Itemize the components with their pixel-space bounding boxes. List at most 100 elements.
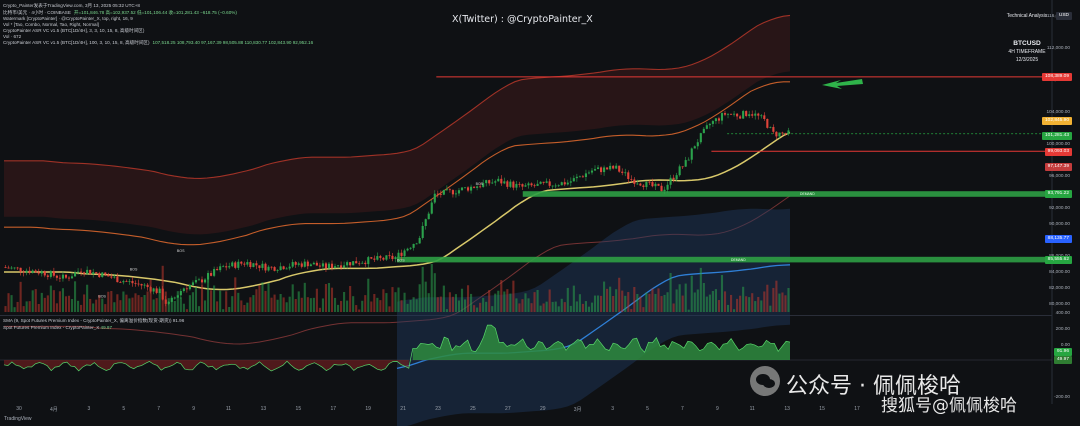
volume-bar xyxy=(89,298,92,312)
time-tick-label: 30 xyxy=(16,406,22,412)
candle-body xyxy=(560,182,563,186)
volume-bar xyxy=(524,293,527,312)
candle-body xyxy=(699,133,702,143)
wechat-icon xyxy=(750,366,780,396)
candle-body xyxy=(333,266,337,269)
volume-bar xyxy=(787,287,790,312)
time-tick-label: 27 xyxy=(505,406,511,412)
volume-bar xyxy=(321,298,324,312)
volume-bar xyxy=(711,290,714,312)
candle-body xyxy=(587,172,591,174)
candle-body xyxy=(143,284,146,286)
header-indicator-vol2[interactable]: Vol · 672 xyxy=(3,34,22,39)
volume-bar xyxy=(645,292,648,312)
volume-bar xyxy=(463,299,467,312)
volume-bar xyxy=(488,290,491,312)
candle-body xyxy=(596,167,600,170)
bos-marker: BOS xyxy=(98,295,106,299)
volume-bar xyxy=(228,306,231,312)
volume-bar xyxy=(70,299,74,312)
volume-bar xyxy=(470,293,473,312)
subpanel-subtitle-row[interactable]: Spot Futures Premium Index - CryptoPaint… xyxy=(3,325,112,330)
price-tag: 97,147.39 xyxy=(1044,162,1072,171)
candle-body xyxy=(128,280,131,282)
candle-body xyxy=(439,194,442,195)
candle-body xyxy=(249,262,252,268)
upper-envelope-line xyxy=(4,14,791,179)
candle-body xyxy=(264,263,267,271)
candle-body xyxy=(55,275,58,278)
header-indicator-vol[interactable]: Vol * [Tao, Combo, Normal, Tao, Right, N… xyxy=(3,22,99,27)
volume-bar xyxy=(560,298,563,312)
subpanel-subtitle-value: 49.97 xyxy=(100,325,113,330)
volume-bar xyxy=(173,301,176,312)
candle-body xyxy=(31,270,34,273)
volume-bar xyxy=(146,291,149,312)
volume-bar xyxy=(657,288,660,312)
candle-body xyxy=(340,265,343,268)
time-tick-label: 23 xyxy=(435,406,441,412)
candle-body xyxy=(116,276,119,283)
volume-bar xyxy=(113,302,116,312)
header-indicator-watermark[interactable]: Watermark [CryptoPainter] · @CryptoPaint… xyxy=(3,16,133,21)
candle-body xyxy=(206,273,210,280)
candle-body xyxy=(542,181,545,183)
volume-bar xyxy=(200,284,204,312)
volume-bar xyxy=(485,301,488,312)
volume-bar xyxy=(621,290,624,312)
candle-body xyxy=(270,266,273,268)
candle-body xyxy=(548,181,551,186)
candle-body xyxy=(92,272,95,275)
candle-body xyxy=(40,271,43,274)
candle-body xyxy=(95,272,98,274)
candle-body xyxy=(648,181,651,183)
volume-bar xyxy=(648,293,651,312)
candle-body xyxy=(367,257,370,265)
volume-bar xyxy=(533,292,536,312)
volume-bar xyxy=(584,301,588,312)
ta-heading: Technical Analysis xyxy=(1006,13,1048,19)
candle-body xyxy=(364,262,367,265)
volume-bar xyxy=(669,273,672,312)
time-tick-label: 17 xyxy=(330,406,337,412)
candle-body xyxy=(436,193,439,195)
demand-zone xyxy=(522,191,1052,197)
volume-bar xyxy=(457,300,461,312)
volume-bar xyxy=(603,281,606,312)
candle-body xyxy=(609,165,612,170)
volume-bar xyxy=(572,285,575,312)
candle-body xyxy=(200,279,204,283)
candle-body xyxy=(394,257,397,260)
candle-body xyxy=(403,250,406,256)
volume-bar xyxy=(194,287,198,312)
candle-body xyxy=(4,267,7,268)
candle-body xyxy=(219,266,222,271)
subpanel-title[interactable]: SMA (9, Spot Futures Premium Index - Cry… xyxy=(3,318,185,323)
candle-body xyxy=(476,186,479,188)
candle-body xyxy=(775,131,778,137)
candle-body xyxy=(754,113,757,116)
volume-bar xyxy=(708,294,711,312)
volume-bar xyxy=(578,294,581,312)
volume-bar xyxy=(101,298,104,312)
volume-bar xyxy=(67,295,71,312)
header-indicator-asr2[interactable]: CryptoPainter ASR VC v1.5 (BTC[1D/4H], 1… xyxy=(3,40,313,46)
tradingview-logo[interactable]: TradingView xyxy=(4,416,32,422)
candle-body xyxy=(572,178,575,182)
volume-bar xyxy=(642,307,645,312)
candle-body xyxy=(358,263,361,265)
volume-bar xyxy=(191,292,195,312)
candle-body xyxy=(621,171,624,173)
mid-yellow-line xyxy=(4,131,791,291)
volume-bar xyxy=(37,303,40,312)
candle-body xyxy=(412,243,415,248)
header-indicator-asr[interactable]: CryptoPainter ASR VC v1.5 (BTC[1D/4H], 3… xyxy=(3,28,145,33)
candle-body xyxy=(125,281,128,282)
volume-bar xyxy=(95,299,98,312)
bos-marker: BOS xyxy=(476,182,484,186)
volume-bar xyxy=(31,290,34,312)
candle-body xyxy=(243,263,246,265)
volume-bar xyxy=(772,287,775,312)
volume-bar xyxy=(77,300,80,312)
